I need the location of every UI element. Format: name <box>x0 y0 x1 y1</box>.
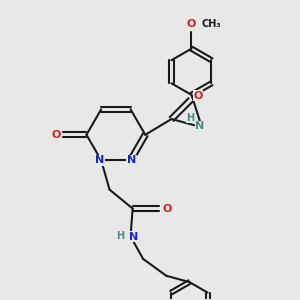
Text: O: O <box>193 91 203 101</box>
Text: N: N <box>129 232 138 242</box>
Text: O: O <box>187 20 196 29</box>
Text: CH₃: CH₃ <box>202 20 221 29</box>
Text: N: N <box>195 122 205 131</box>
Text: H: H <box>186 113 194 123</box>
Text: H: H <box>116 231 124 241</box>
Text: O: O <box>51 130 61 140</box>
Text: N: N <box>95 155 105 165</box>
Text: N: N <box>127 155 136 165</box>
Text: O: O <box>163 204 172 214</box>
